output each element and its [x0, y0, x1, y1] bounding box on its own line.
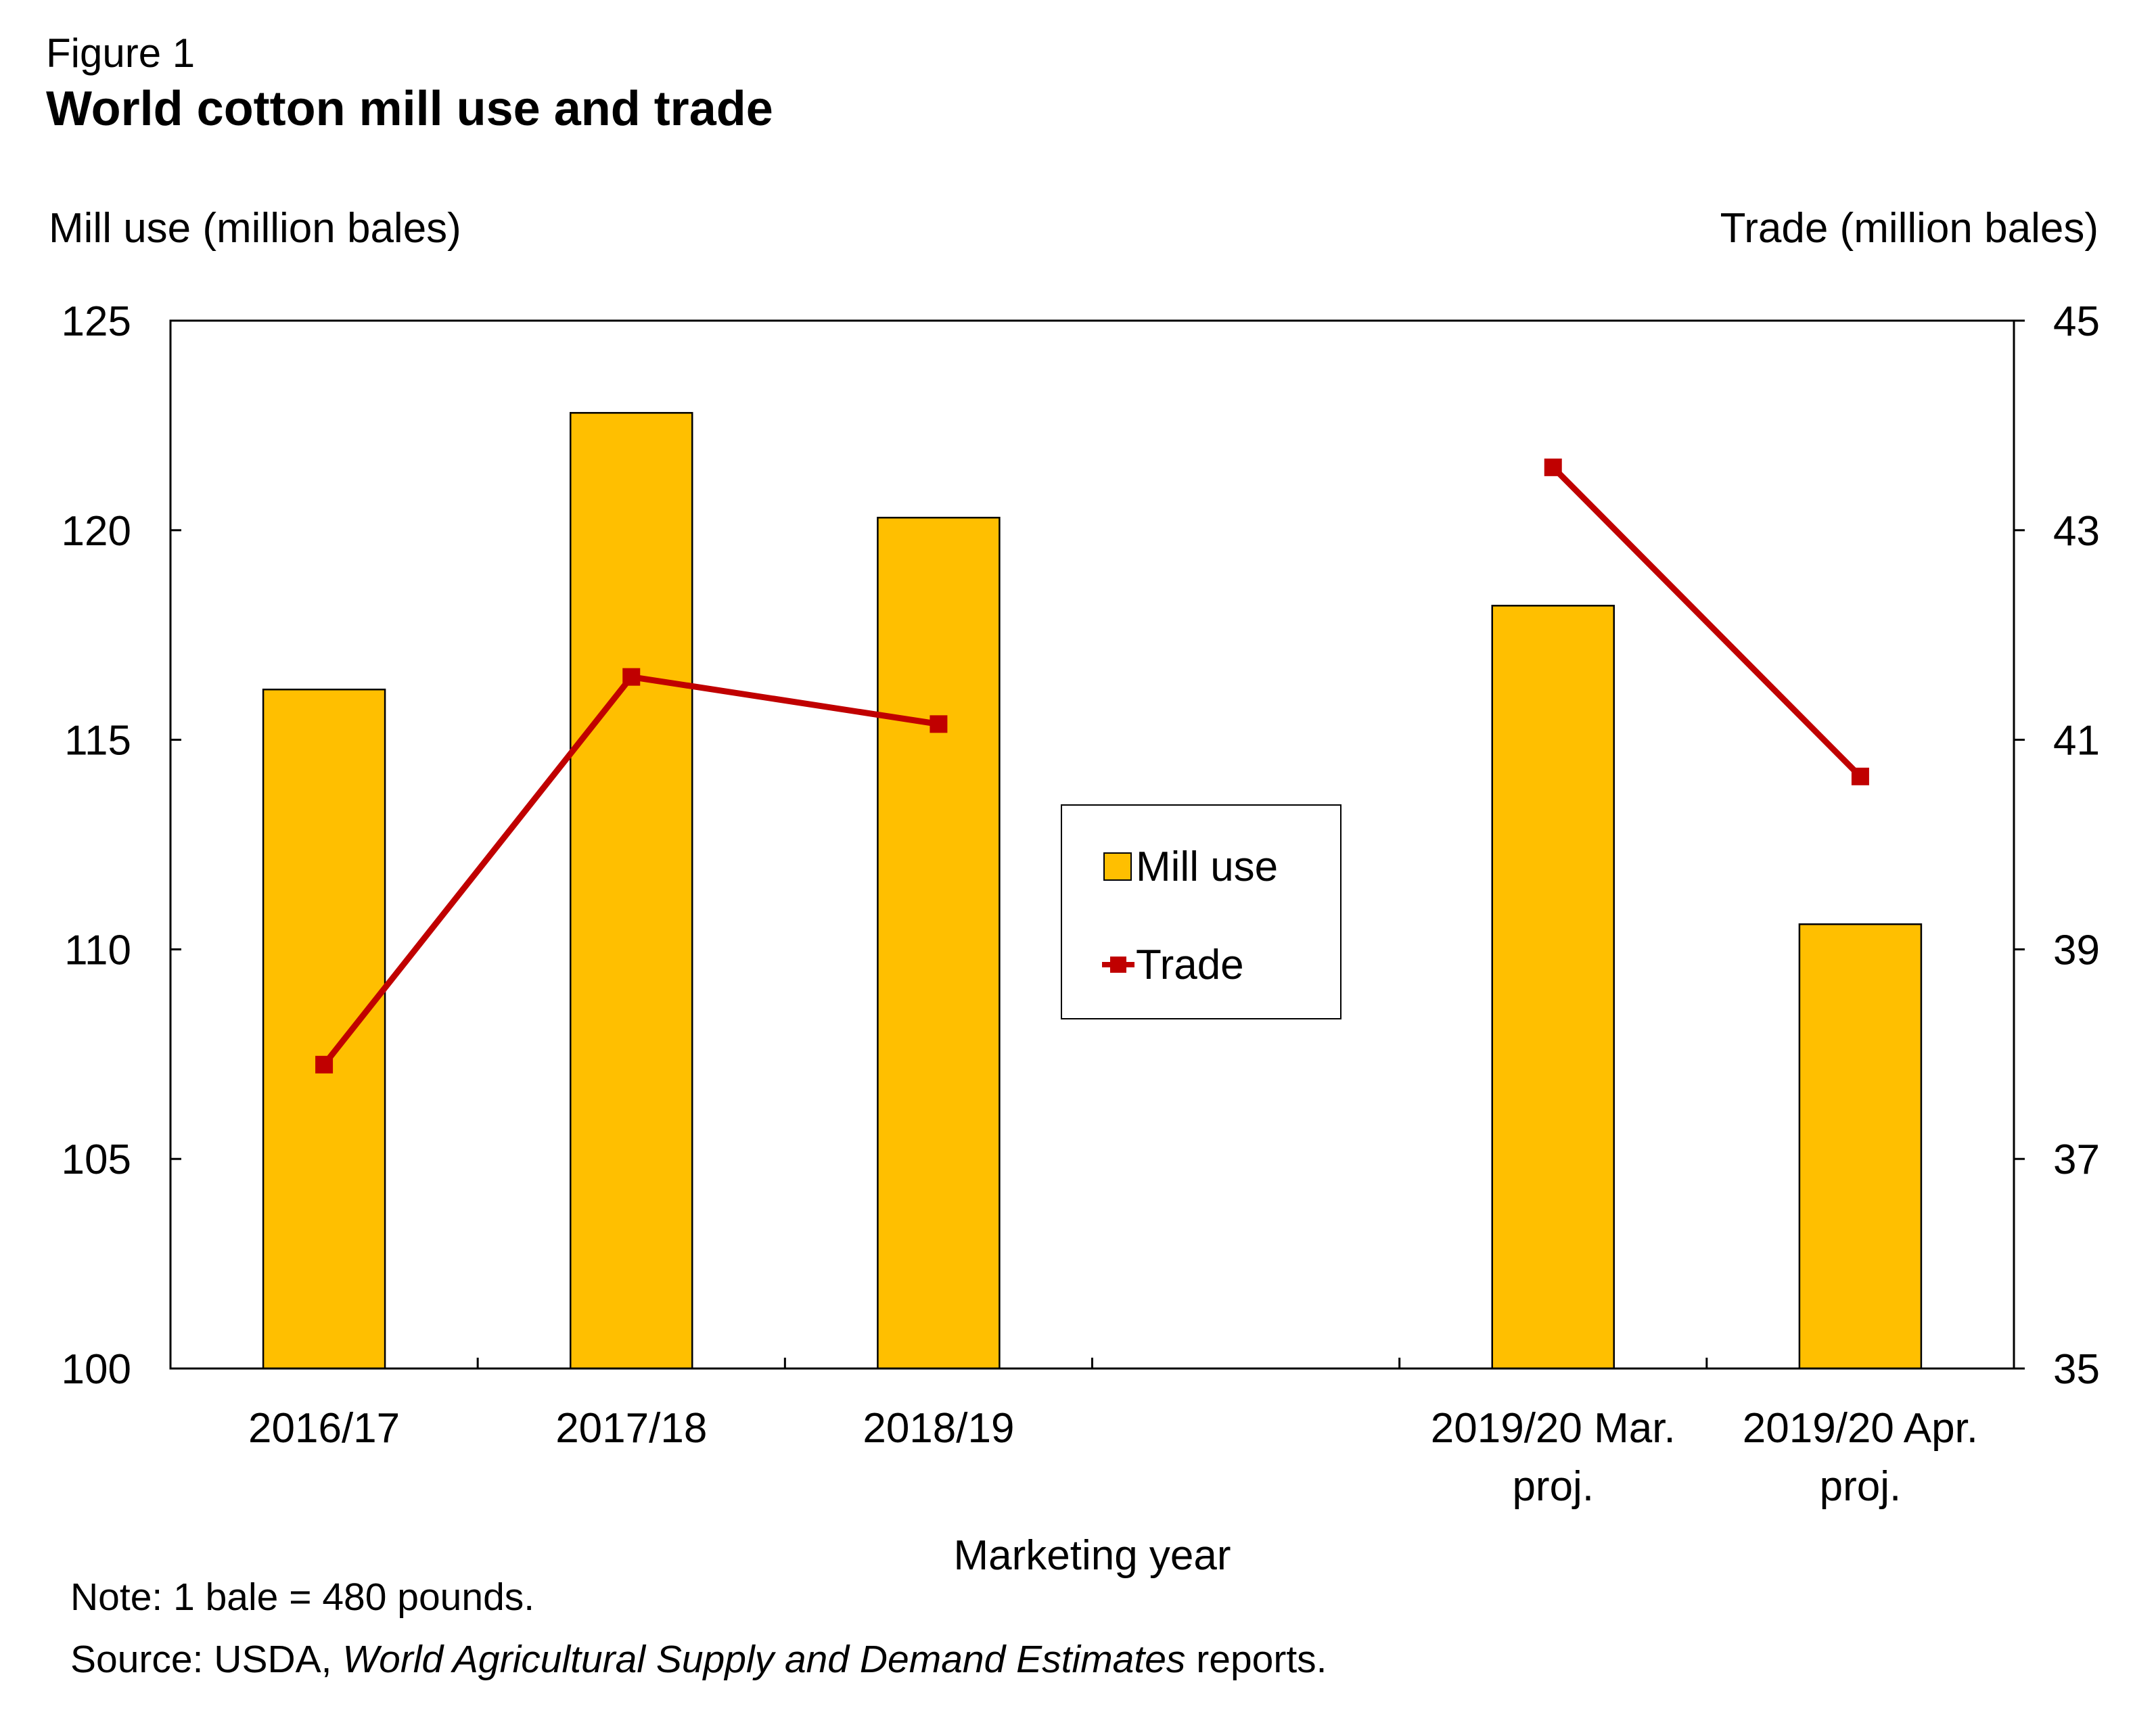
y-right-tick-label: 41	[2053, 718, 2100, 764]
bar-mill-use	[1491, 605, 1615, 1370]
chart-title: World cotton mill use and trade	[46, 82, 773, 136]
chart-source: Source: USDA, World Agricultural Supply …	[70, 1637, 1327, 1682]
y-left-tick-label: 115	[64, 718, 131, 764]
x-tick-label: proj.	[1512, 1463, 1594, 1510]
y-left-tick-label: 110	[64, 927, 131, 973]
x-tick-label: 2017/18	[555, 1405, 707, 1452]
source-prefix: Source: USDA,	[70, 1638, 343, 1681]
x-tick-label: proj.	[1820, 1463, 1902, 1510]
marker-trade	[930, 715, 948, 733]
y-right-tick-label: 43	[2053, 508, 2100, 555]
source-publication: World Agricultural Supply and Demand Est…	[342, 1638, 1186, 1681]
legend-label-trade: Trade	[1136, 942, 1244, 988]
y-right-tick-label: 35	[2053, 1346, 2100, 1393]
y-right-tick-label: 39	[2053, 927, 2100, 973]
line-trade	[1551, 465, 1863, 779]
x-tick-label: 2019/20 Apr.	[1743, 1405, 1978, 1452]
legend-label-mill-use: Mill use	[1136, 844, 1278, 890]
bar-mill-use	[1798, 923, 1923, 1370]
x-tick-label: 2018/19	[863, 1405, 1014, 1452]
marker-trade	[622, 668, 641, 686]
legend-swatch-mill-use	[1103, 852, 1132, 881]
y-right-tick-label: 37	[2053, 1136, 2100, 1183]
y-right-tick-label: 45	[2053, 298, 2100, 345]
y-left-tick-label: 100	[62, 1346, 131, 1393]
y-axis-left-title: Mill use (million bales)	[49, 205, 461, 252]
bar-mill-use	[570, 412, 693, 1370]
marker-trade	[315, 1055, 334, 1074]
x-axis-title: Marketing year	[953, 1532, 1231, 1579]
y-left-tick-label: 120	[62, 508, 131, 555]
x-tick-label: 2019/20 Mar.	[1431, 1405, 1676, 1452]
y-axis-right-title: Trade (million bales)	[1720, 205, 2098, 252]
marker-trade	[1851, 767, 1869, 785]
y-left-tick-label: 105	[62, 1136, 131, 1183]
source-suffix: reports.	[1185, 1638, 1327, 1681]
legend-box	[1061, 804, 1341, 1019]
chart-note: Note: 1 bale = 480 pounds.	[70, 1576, 535, 1619]
marker-trade	[1544, 458, 1562, 476]
x-tick-label: 2016/17	[248, 1405, 400, 1452]
legend-swatch-trade-marker	[1110, 957, 1126, 973]
y-left-tick-label: 125	[62, 298, 131, 345]
bar-mill-use	[262, 688, 386, 1370]
figure-label: Figure 1	[46, 30, 196, 76]
bar-mill-use	[877, 516, 1001, 1370]
